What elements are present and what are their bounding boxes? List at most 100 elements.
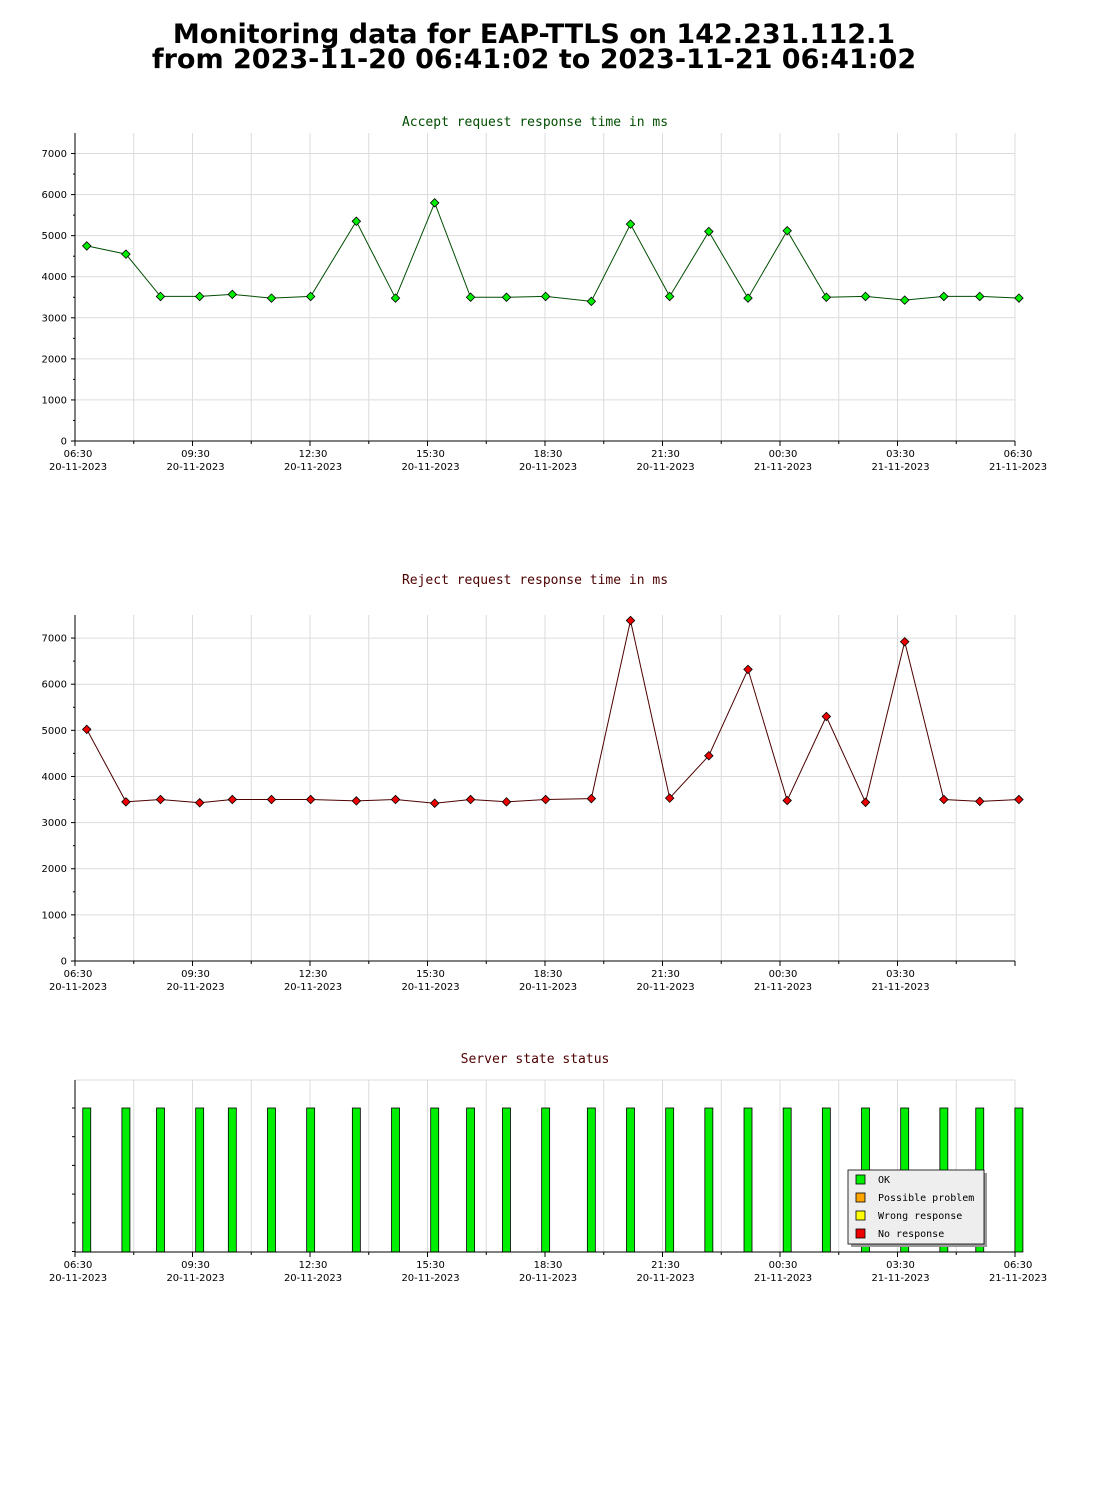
data-point xyxy=(974,796,985,807)
status-bar xyxy=(704,1107,714,1253)
data-point xyxy=(704,750,714,761)
y-tick-label: 5000 xyxy=(42,726,67,737)
x-tick-label-time: 06:30 xyxy=(64,1260,93,1271)
x-tick-label-date: 21-11-2023 xyxy=(871,462,929,473)
data-point xyxy=(743,293,753,303)
x-tick-label-date: 21-11-2023 xyxy=(754,462,812,473)
status-bar xyxy=(430,1107,440,1253)
data-point xyxy=(586,793,597,804)
data-point xyxy=(625,219,636,229)
y-tick-label: 3000 xyxy=(42,313,67,324)
x-tick-label-date: 21-11-2023 xyxy=(754,1273,812,1284)
x-tick-label-time: 18:30 xyxy=(534,449,563,460)
x-tick-label-date: 20-11-2023 xyxy=(284,1273,342,1284)
data-point xyxy=(782,795,792,806)
x-tick-label-date: 20-11-2023 xyxy=(49,462,107,473)
data-point xyxy=(860,291,871,302)
data-point xyxy=(704,226,714,237)
data-point xyxy=(266,293,277,303)
y-tick-label: 1000 xyxy=(42,395,67,406)
x-tick-label-date: 20-11-2023 xyxy=(519,462,577,473)
data-point xyxy=(974,291,985,302)
data-point xyxy=(390,794,401,805)
page-title-line1: Monitoring data for EAP-TTLS on 142.231.… xyxy=(172,19,896,50)
data-point xyxy=(1014,794,1024,805)
x-tick-label-date: 20-11-2023 xyxy=(636,462,694,473)
x-tick-label-time: 18:30 xyxy=(534,1260,563,1271)
y-tick-label: 0 xyxy=(61,437,67,448)
data-point xyxy=(121,249,131,259)
x-tick-label-date: 20-11-2023 xyxy=(519,1273,577,1284)
data-point xyxy=(121,797,131,807)
data-point xyxy=(155,291,166,302)
y-tick-label: 4000 xyxy=(42,772,67,783)
chart-title: Reject request response time in ms xyxy=(402,573,668,588)
x-tick-label-date: 20-11-2023 xyxy=(401,1273,459,1284)
x-tick-label-date: 21-11-2023 xyxy=(871,982,929,993)
x-tick-label-time: 03:30 xyxy=(886,449,915,460)
x-tick-label-time: 15:30 xyxy=(416,449,445,460)
legend-swatch xyxy=(855,1210,866,1221)
data-point xyxy=(821,292,832,303)
x-tick-label-time: 12:30 xyxy=(299,1260,328,1271)
status-bar xyxy=(466,1107,475,1253)
x-tick-label-time: 09:30 xyxy=(181,969,210,980)
x-tick-label-time: 03:30 xyxy=(886,1260,915,1271)
data-point xyxy=(465,292,476,303)
legend-swatch xyxy=(855,1228,866,1239)
series-line xyxy=(86,620,1019,804)
y-tick-label: 4000 xyxy=(42,272,67,283)
data-point xyxy=(194,291,205,302)
y-tick-label: 2000 xyxy=(42,354,67,365)
x-tick-label-time: 03:30 xyxy=(886,969,915,980)
x-tick-label-time: 00:30 xyxy=(769,969,798,980)
data-point xyxy=(664,291,675,302)
status-bar xyxy=(267,1107,276,1253)
status-bar xyxy=(743,1107,753,1253)
status-bar xyxy=(821,1107,831,1253)
y-tick-label: 7000 xyxy=(42,634,67,645)
x-tick-label-date: 20-11-2023 xyxy=(49,982,107,993)
status-bar xyxy=(502,1107,511,1253)
x-tick-label-date: 20-11-2023 xyxy=(519,982,577,993)
data-point xyxy=(227,794,238,805)
data-point xyxy=(81,241,92,251)
data-point xyxy=(81,724,92,735)
x-tick-label-time: 06:30 xyxy=(1004,449,1033,460)
legend-label: No response xyxy=(878,1229,944,1240)
x-tick-label-time: 09:30 xyxy=(181,1260,210,1271)
status-bar xyxy=(665,1107,675,1253)
data-point xyxy=(625,615,636,626)
series-line xyxy=(86,201,1019,302)
data-point xyxy=(465,794,476,805)
x-tick-label-time: 12:30 xyxy=(299,969,328,980)
page-title-line2: from 2023-11-20 06:41:02 to 2023-11-21 0… xyxy=(151,44,917,75)
data-point xyxy=(501,797,512,807)
x-tick-label-time: 18:30 xyxy=(534,969,563,980)
chart-title: Server state status xyxy=(461,1052,610,1067)
status-bar xyxy=(156,1107,165,1253)
y-tick-label: 2000 xyxy=(42,864,67,875)
legend-label: Wrong response xyxy=(878,1211,962,1222)
y-tick-label: 3000 xyxy=(42,818,67,829)
status-bar xyxy=(1014,1107,1024,1253)
y-tick-label: 6000 xyxy=(42,190,67,201)
x-tick-label-date: 20-11-2023 xyxy=(166,462,224,473)
x-tick-label-date: 21-11-2023 xyxy=(871,1273,929,1284)
data-point xyxy=(821,711,832,722)
legend-box xyxy=(847,1169,985,1245)
status-bar xyxy=(782,1107,792,1253)
status-bar xyxy=(121,1107,131,1253)
x-tick-label-time: 15:30 xyxy=(416,969,445,980)
data-point xyxy=(351,216,362,227)
data-point xyxy=(429,798,440,808)
x-tick-label-time: 06:30 xyxy=(64,449,93,460)
legend-swatch xyxy=(855,1192,866,1203)
x-tick-label-date: 20-11-2023 xyxy=(401,982,459,993)
legend-label: OK xyxy=(878,1175,890,1186)
x-tick-label-date: 20-11-2023 xyxy=(166,1273,224,1284)
data-point xyxy=(743,664,753,675)
data-point xyxy=(664,793,675,803)
legend-swatch xyxy=(855,1174,866,1185)
